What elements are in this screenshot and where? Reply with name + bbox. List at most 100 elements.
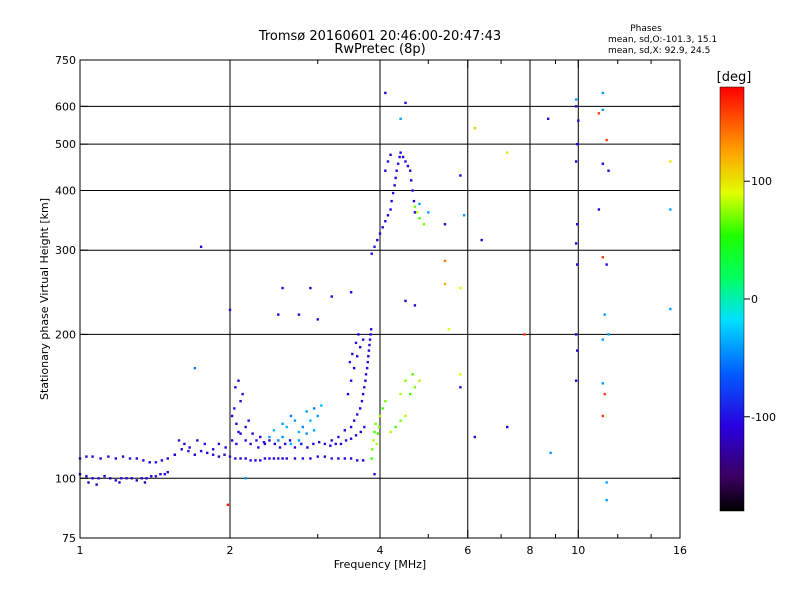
data-point — [378, 232, 382, 235]
data-point — [148, 461, 151, 464]
data-point — [371, 448, 374, 451]
y-tick-label: 300 — [55, 244, 76, 257]
data-point — [381, 226, 384, 229]
data-point — [330, 457, 333, 460]
x-axis-ticks: 1 2 4 6 8 10 16 — [77, 60, 687, 557]
x-tick-label: 16 — [673, 544, 687, 557]
data-point — [404, 299, 407, 303]
data-point — [443, 259, 447, 263]
data-point — [574, 98, 578, 101]
data-point — [391, 191, 395, 195]
data-point — [574, 242, 578, 245]
data-point — [404, 101, 407, 105]
data-point — [223, 453, 226, 456]
data-point — [473, 126, 477, 130]
data-point — [390, 199, 393, 203]
data-point — [669, 160, 672, 163]
data-point — [574, 105, 578, 108]
data-point — [255, 439, 258, 442]
stats-line-x: mean, sd,X: 92.9, 24.5 — [608, 46, 710, 56]
data-point — [173, 453, 177, 456]
data-point — [199, 449, 203, 453]
data-point — [366, 360, 369, 364]
data-point — [320, 404, 323, 407]
data-point — [505, 425, 509, 429]
data-point — [196, 439, 199, 442]
chart-title: Tromsø 20160601 20:46:00-20:47:43 — [258, 29, 501, 44]
data-point — [576, 142, 579, 146]
data-point — [355, 355, 359, 358]
data-point — [268, 435, 271, 439]
data-point — [369, 328, 373, 331]
data-point — [323, 442, 327, 446]
data-point — [361, 392, 365, 396]
y-tick-label: 600 — [55, 100, 76, 113]
data-point — [370, 252, 373, 255]
data-point — [373, 472, 376, 476]
data-point — [355, 459, 359, 462]
data-point — [281, 435, 284, 439]
data-point — [399, 151, 402, 154]
data-point — [361, 338, 365, 341]
x-tick-label: 10 — [571, 544, 585, 557]
data-point — [211, 453, 215, 456]
data-point — [576, 263, 579, 266]
data-point — [323, 455, 327, 458]
data-point — [107, 455, 110, 458]
data-point — [120, 477, 123, 480]
data-point — [281, 286, 284, 290]
data-point — [404, 414, 407, 418]
data-point — [597, 208, 601, 211]
stats-title: Phases — [630, 24, 662, 34]
data-point — [309, 457, 312, 460]
data-points — [78, 91, 672, 507]
data-point — [601, 108, 605, 112]
data-point — [404, 160, 407, 163]
y-tick-label: 200 — [55, 328, 76, 341]
data-point — [217, 442, 221, 446]
data-point — [128, 457, 132, 460]
data-point — [239, 432, 242, 435]
data-point — [288, 439, 292, 442]
data-point — [418, 379, 421, 382]
data-point — [574, 160, 578, 163]
data-point — [601, 382, 605, 385]
data-point — [285, 457, 288, 460]
data-point — [358, 346, 362, 349]
data-point — [285, 425, 288, 429]
data-point — [160, 459, 164, 462]
data-point — [293, 419, 297, 422]
data-point — [297, 430, 301, 434]
data-point — [130, 477, 133, 480]
data-point — [85, 455, 88, 458]
data-point — [346, 392, 350, 396]
chart-subtitle: RwPretec (8p) — [334, 42, 425, 57]
data-point — [389, 430, 392, 434]
data-point — [135, 457, 138, 460]
data-point — [409, 179, 413, 182]
data-point — [235, 422, 238, 426]
data-point — [259, 459, 262, 462]
data-point — [605, 481, 608, 484]
data-point — [459, 373, 462, 376]
data-point — [669, 307, 672, 311]
data-point — [601, 91, 605, 95]
data-point — [273, 442, 276, 446]
data-point — [217, 455, 221, 458]
data-point — [349, 379, 353, 382]
data-point — [601, 256, 605, 259]
data-point — [396, 162, 400, 165]
data-point — [118, 481, 121, 484]
colorbar-tick-label: -100 — [751, 411, 776, 424]
data-point — [244, 477, 247, 480]
data-point — [211, 448, 215, 451]
colorbar-label: [deg] — [717, 70, 752, 85]
data-point — [384, 399, 387, 403]
data-point — [337, 457, 340, 460]
data-point — [427, 211, 430, 214]
data-point — [262, 440, 266, 444]
data-point — [603, 313, 606, 316]
data-point — [375, 442, 378, 446]
data-point — [230, 414, 234, 418]
colorbar-tick-label: 0 — [751, 293, 758, 306]
